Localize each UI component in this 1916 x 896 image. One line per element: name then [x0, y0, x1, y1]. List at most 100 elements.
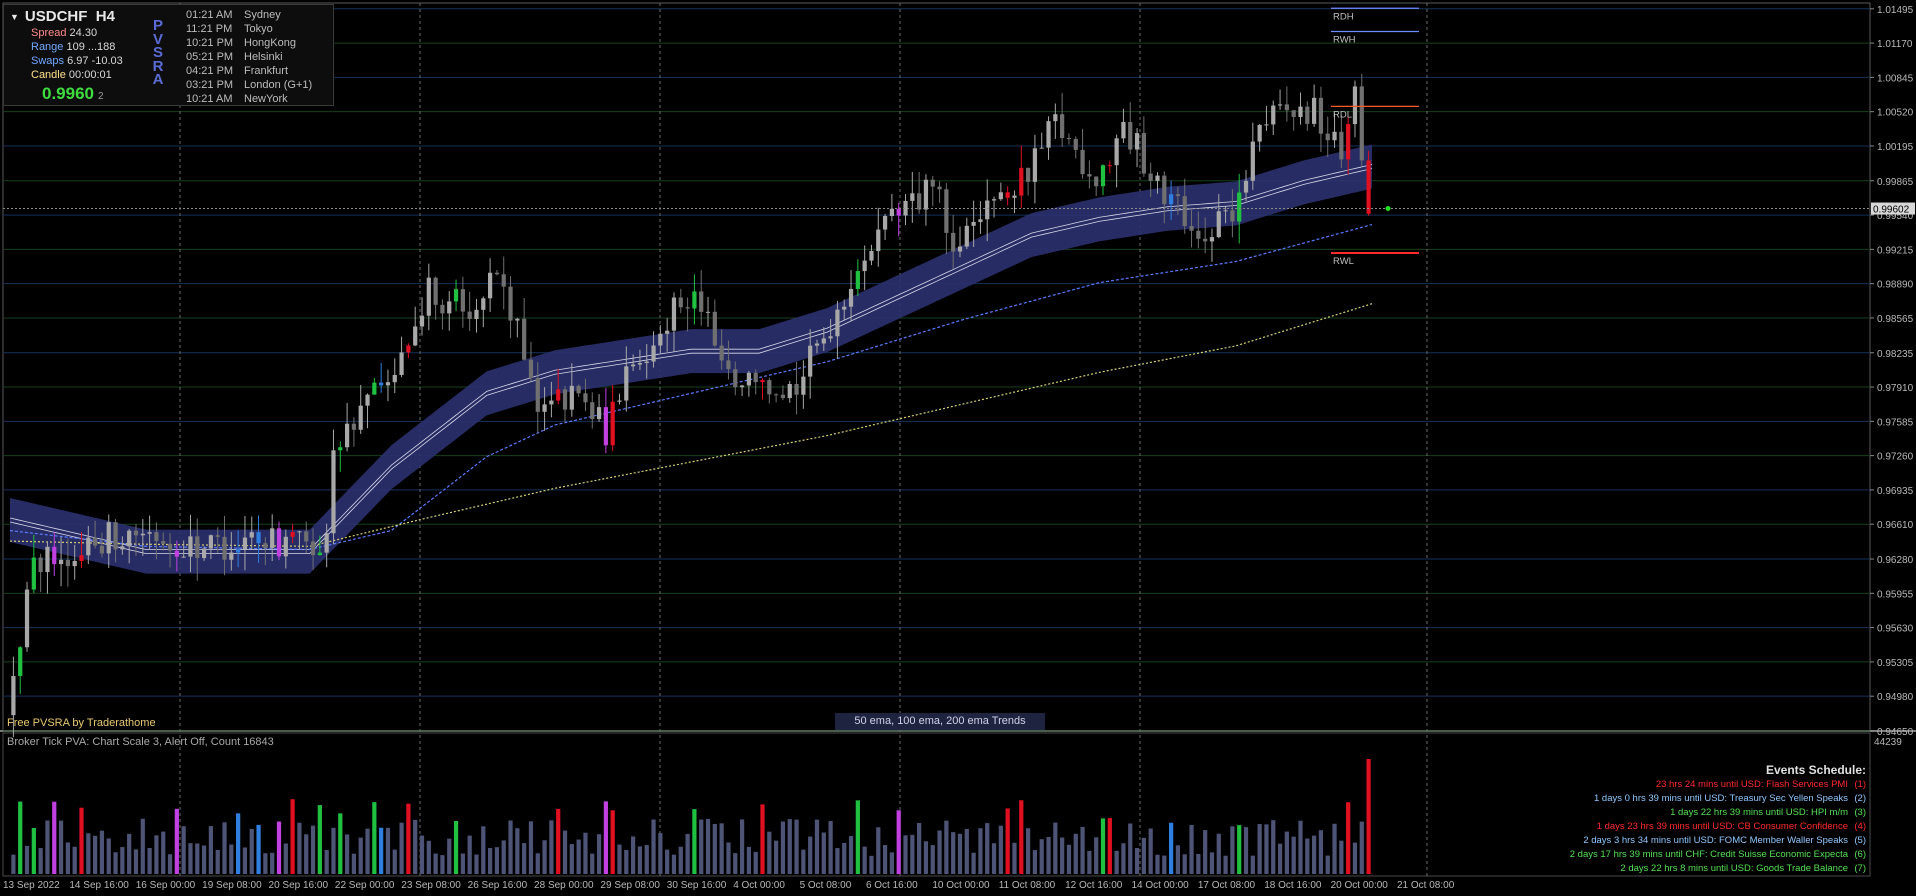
price-axis-label: 0.99865	[1877, 177, 1914, 188]
volume-bar	[208, 826, 214, 874]
volume-bar	[1203, 830, 1208, 874]
volume-bar	[256, 824, 261, 874]
candle-body	[917, 193, 922, 210]
candle-body	[147, 532, 152, 534]
candle-body	[862, 260, 867, 272]
dropdown-triangle-icon[interactable]: ▼	[10, 12, 19, 23]
candle-body	[1325, 133, 1330, 141]
candle-body	[1257, 124, 1262, 142]
candle-body	[1066, 138, 1072, 140]
session-time: 11:21 PM	[186, 23, 233, 35]
volume-bar	[787, 819, 792, 874]
session-row: 04:21 PM Frankfurt	[186, 64, 312, 78]
volume-bar	[324, 849, 329, 874]
level-label-rwh: RWH	[1333, 34, 1356, 45]
candle-body	[1203, 238, 1208, 242]
candle-body	[515, 318, 520, 321]
candle-body	[487, 272, 493, 299]
candle-body	[385, 382, 391, 386]
candle-body	[651, 345, 656, 362]
volume-bar	[201, 845, 207, 874]
event-number: (5)	[1854, 835, 1866, 846]
candle-body	[603, 407, 608, 446]
volume-bar	[951, 832, 956, 874]
candle-body	[453, 289, 459, 302]
candle-body	[542, 404, 547, 412]
event-text: 1 days 0 hrs 39 mins until USD: Treasury…	[1594, 793, 1848, 804]
volume-bar	[447, 838, 452, 874]
event-number: (3)	[1854, 807, 1866, 818]
candle-body	[528, 359, 534, 379]
candle-body	[113, 522, 118, 550]
volume-bar	[399, 822, 404, 874]
session-city: Sydney	[244, 9, 281, 21]
candle-body	[24, 589, 30, 648]
candle-body	[1277, 104, 1283, 106]
volume-bar	[385, 827, 391, 874]
candle-body	[365, 394, 370, 406]
candle-body	[501, 274, 506, 287]
volume-bar	[1230, 826, 1235, 874]
candle-body	[1134, 133, 1140, 150]
volume-bar	[1325, 855, 1330, 874]
price-axis-label: 1.01170	[1877, 39, 1913, 50]
volume-max-label: 44239	[1874, 737, 1902, 748]
candle-body	[971, 221, 976, 226]
volume-bar	[1039, 839, 1044, 874]
volume-bar	[1162, 855, 1167, 874]
candle-body	[1032, 148, 1038, 182]
candle-body	[1346, 124, 1351, 160]
candle-body	[127, 530, 132, 547]
volume-bar	[1257, 824, 1262, 874]
volume-bar	[1318, 830, 1324, 874]
candle-body	[1060, 114, 1065, 139]
candle-body	[18, 647, 23, 677]
candle-body	[120, 546, 125, 550]
volume-bar	[944, 820, 949, 874]
ema-trends-label: 50 ema, 100 ema, 200 ema Trends	[835, 713, 1045, 730]
bid-dot	[1385, 206, 1391, 212]
market-sessions: 01:21 AM Sydney 11:21 PM Tokyo 10:21 PM Hon…	[186, 8, 312, 106]
volume-bar	[923, 841, 929, 874]
volume-bar	[705, 818, 711, 874]
candle-body	[692, 291, 697, 309]
candle-body	[1025, 167, 1031, 182]
candle-body	[351, 423, 357, 430]
candle-body	[215, 535, 220, 537]
volume-bar	[58, 820, 64, 874]
candle-body	[978, 219, 983, 222]
candle-body	[93, 537, 98, 546]
candle-body	[256, 532, 261, 544]
session-city: NewYork	[244, 93, 288, 105]
volume-bar	[263, 853, 268, 874]
price-small-digit: 2	[98, 91, 104, 102]
price-axis-label: 0.96935	[1877, 486, 1914, 497]
session-time: 10:21 AM	[186, 93, 233, 105]
volume-bar	[236, 813, 241, 874]
candle-body	[72, 560, 77, 567]
candle-body	[787, 384, 792, 399]
candle-body	[774, 394, 779, 396]
volume-bar	[433, 853, 438, 874]
candle-body	[1366, 160, 1371, 214]
candle-body	[433, 277, 438, 305]
candle-body	[562, 389, 568, 410]
candle-body	[1312, 97, 1317, 124]
pvsra-letter: R	[152, 57, 164, 75]
time-axis-label: 11 Oct 08:00	[999, 880, 1056, 891]
symbol-title[interactable]: ▼ USDCHF H4	[10, 8, 115, 25]
range-label: Range	[31, 41, 64, 53]
candle-body	[426, 277, 431, 316]
volume-bar	[481, 826, 486, 874]
candle-body	[1189, 226, 1194, 231]
candle-body	[1100, 165, 1106, 187]
spread-row: Spread 24.30	[31, 27, 97, 39]
candle-body	[1237, 192, 1242, 222]
volume-bar	[882, 845, 888, 874]
candle-body	[133, 530, 139, 536]
event-item: 2 days 17 hrs 39 mins until CHF: Credit …	[1570, 848, 1866, 862]
candle-body	[229, 552, 234, 560]
candle-body	[447, 301, 452, 314]
volume-bar	[1128, 823, 1133, 874]
